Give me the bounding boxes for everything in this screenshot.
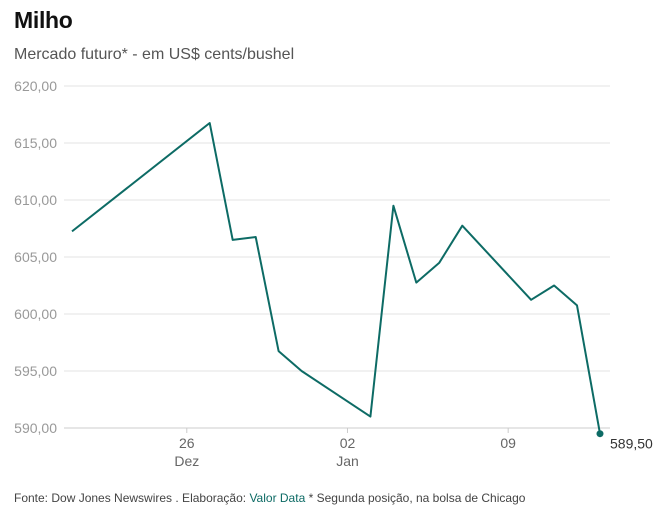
line-chart: 590,00 595,00 600,00 605,00 610,00 615,00 620,… [14,78,653,469]
source-prefix: Fonte: Dow Jones Newswires . Elaboração: [14,491,250,505]
series-line [71,122,601,434]
y-tick-label: 590,00 [14,420,57,436]
chart-subtitle: Mercado futuro* - em US$ cents/bushel [14,46,295,63]
x-axis-ticks: 26 Dez 02 Jan 09 [174,428,516,469]
end-point [596,430,604,438]
source-note: Fonte: Dow Jones Newswires . Elaboração:… [14,491,525,505]
valor-data-link[interactable]: Valor Data [249,491,306,505]
x-tick-label: 09 [500,435,516,451]
x-tick-label: 26 [179,435,195,451]
x-tick-sublabel: Jan [336,453,359,469]
x-tick-sublabel: Dez [174,453,199,469]
x-tick-label: 02 [340,435,356,451]
y-tick-label: 610,00 [14,192,57,208]
gridlines [64,85,610,429]
y-tick-label: 615,00 [14,135,57,151]
y-tick-label: 620,00 [14,78,57,94]
y-tick-label: 605,00 [14,249,57,265]
y-tick-label: 595,00 [14,363,57,379]
y-tick-label: 600,00 [14,306,57,322]
end-value-label: 589,50 [610,436,653,452]
y-axis-ticks: 590,00 595,00 600,00 605,00 610,00 615,00 620,… [14,78,57,436]
chart-title: Milho [14,7,73,33]
source-suffix: * Segunda posição, na bolsa de Chicago [305,491,526,505]
